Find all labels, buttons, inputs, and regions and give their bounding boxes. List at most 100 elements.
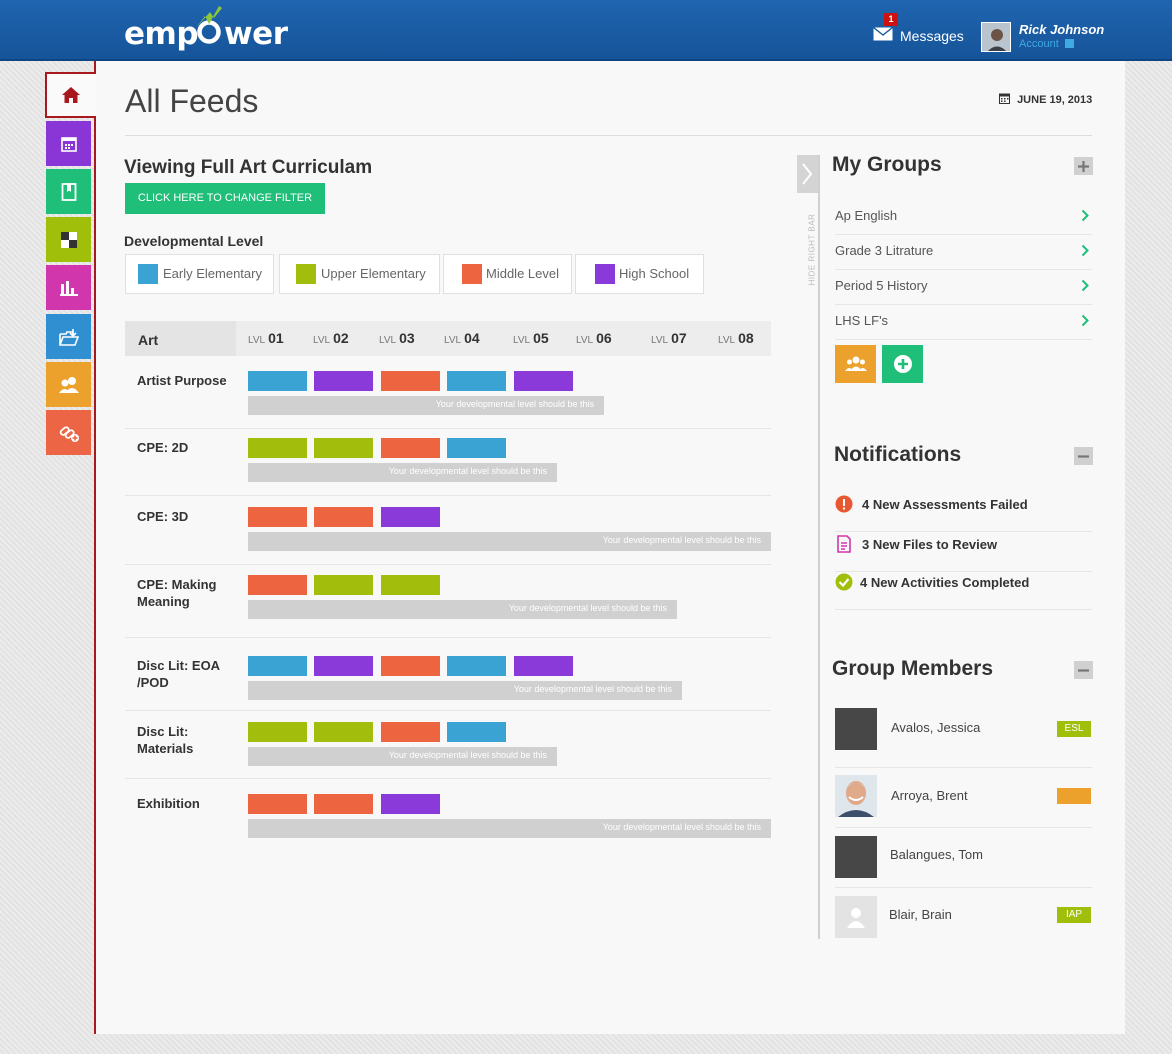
row-label: Disc Lit: EOA /POD bbox=[137, 658, 220, 690]
viewing-title: Viewing Full Art Curriculam bbox=[124, 157, 373, 178]
legend-high-school[interactable]: High School bbox=[575, 254, 704, 294]
level-bar[interactable] bbox=[248, 722, 307, 742]
level-bar[interactable] bbox=[248, 794, 307, 814]
user-avatar[interactable] bbox=[981, 22, 1011, 52]
top-header: emp wer 1 Messages Rick Johnson Account bbox=[0, 0, 1172, 61]
legend-label: High School bbox=[619, 266, 690, 281]
level-header: LVL 08 bbox=[718, 330, 754, 348]
level-header: LVL 05 bbox=[513, 330, 549, 348]
notification-item[interactable]: 4 New Assessments Failed bbox=[835, 494, 1092, 532]
nav-checker[interactable] bbox=[46, 217, 91, 262]
level-bar[interactable] bbox=[314, 507, 373, 527]
level-bar[interactable] bbox=[447, 438, 506, 458]
date-display: JUNE 19, 2013 bbox=[999, 93, 1092, 106]
level-bar[interactable] bbox=[381, 656, 440, 676]
collapse-members-button[interactable] bbox=[1074, 661, 1093, 679]
row-divider bbox=[125, 778, 771, 779]
notification-text: 3 New Files to Review bbox=[862, 537, 998, 552]
level-bar[interactable] bbox=[381, 507, 440, 527]
level-bar[interactable] bbox=[314, 575, 373, 595]
developmental-level-bar: Your developmental level should be this bbox=[248, 532, 771, 551]
level-bar[interactable] bbox=[314, 794, 373, 814]
legend-upper-elementary[interactable]: Upper Elementary bbox=[279, 254, 440, 294]
nav-reports[interactable] bbox=[46, 265, 91, 310]
level-prefix: LVL bbox=[576, 335, 594, 346]
group-members-button[interactable] bbox=[835, 345, 876, 383]
level-bar[interactable] bbox=[447, 722, 506, 742]
group-item[interactable]: Grade 3 Litrature bbox=[835, 235, 1092, 270]
nav-bookmark[interactable] bbox=[46, 169, 91, 214]
level-prefix: LVL bbox=[444, 335, 462, 346]
collapse-notifications-button[interactable] bbox=[1074, 447, 1093, 465]
nav-files[interactable] bbox=[46, 314, 91, 359]
level-bar[interactable] bbox=[381, 722, 440, 742]
level-prefix: LVL bbox=[718, 335, 736, 346]
notification-text: 4 New Assessments Failed bbox=[862, 497, 1028, 512]
empower-logo[interactable]: emp wer bbox=[124, 6, 288, 52]
link-add-icon bbox=[59, 425, 79, 442]
group-item[interactable]: LHS LF's bbox=[835, 305, 1092, 340]
level-bar[interactable] bbox=[248, 575, 307, 595]
nav-calendar[interactable] bbox=[46, 121, 91, 166]
level-bar[interactable] bbox=[381, 438, 440, 458]
title-divider bbox=[125, 135, 1092, 136]
level-bar[interactable] bbox=[314, 722, 373, 742]
level-bar[interactable] bbox=[314, 656, 373, 676]
level-bar[interactable] bbox=[514, 371, 573, 391]
logo-bolt-icon bbox=[196, 6, 222, 44]
group-item[interactable]: Period 5 History bbox=[835, 270, 1092, 305]
alert-icon bbox=[835, 495, 853, 513]
hide-right-bar[interactable]: HIDE RIGHT BAR bbox=[797, 155, 821, 939]
member-row[interactable]: Balangues, Tom bbox=[835, 828, 1092, 888]
level-bar[interactable] bbox=[447, 371, 506, 391]
messages-label: Messages bbox=[900, 28, 964, 44]
check-icon bbox=[835, 573, 853, 591]
level-bar[interactable] bbox=[381, 794, 440, 814]
add-group-button[interactable] bbox=[1074, 157, 1093, 175]
level-bar[interactable] bbox=[248, 371, 307, 391]
legend-early-elementary[interactable]: Early Elementary bbox=[125, 254, 274, 294]
user-photo-icon bbox=[982, 23, 1010, 51]
row-divider bbox=[125, 495, 771, 496]
level-bar[interactable] bbox=[314, 438, 373, 458]
member-row[interactable]: Blair, Brain IAP bbox=[835, 888, 1092, 940]
level-number: 02 bbox=[333, 330, 349, 346]
change-filter-button[interactable]: CLICK HERE TO CHANGE FILTER bbox=[125, 183, 325, 214]
group-label: Ap English bbox=[835, 208, 898, 223]
member-avatar bbox=[835, 775, 877, 817]
account-label: Account bbox=[1019, 38, 1059, 50]
level-header: LVL 04 bbox=[444, 330, 480, 348]
level-prefix: LVL bbox=[313, 335, 331, 346]
chevron-right-icon bbox=[1081, 279, 1089, 292]
legend-middle-level[interactable]: Middle Level bbox=[443, 254, 572, 294]
level-bar[interactable] bbox=[447, 656, 506, 676]
nav-home[interactable] bbox=[45, 72, 96, 118]
row-label: CPE: 3D bbox=[137, 509, 189, 524]
chevron-right-icon bbox=[1081, 314, 1089, 327]
hide-bar-tab[interactable] bbox=[797, 155, 820, 193]
plus-icon bbox=[1078, 160, 1089, 172]
level-bar[interactable] bbox=[514, 656, 573, 676]
level-bar[interactable] bbox=[314, 371, 373, 391]
member-row[interactable]: Arroya, Brent bbox=[835, 768, 1092, 828]
user-name[interactable]: Rick Johnson bbox=[1019, 22, 1105, 37]
level-bar[interactable] bbox=[248, 656, 307, 676]
nav-users[interactable] bbox=[46, 362, 91, 407]
developmental-level-bar: Your developmental level should be this bbox=[248, 681, 682, 700]
sidebar-divider bbox=[818, 155, 820, 939]
nav-link-add[interactable] bbox=[46, 410, 91, 455]
notification-item[interactable]: 3 New Files to Review bbox=[835, 534, 1092, 572]
group-item[interactable]: Ap English bbox=[835, 200, 1092, 235]
level-bar[interactable] bbox=[248, 507, 307, 527]
level-bar[interactable] bbox=[381, 575, 440, 595]
group-icon bbox=[844, 356, 867, 371]
account-menu[interactable]: Account bbox=[1019, 38, 1074, 50]
member-avatar bbox=[835, 708, 877, 750]
page-title: All Feeds bbox=[125, 83, 259, 119]
member-row[interactable]: Avalos, Jessica ESL bbox=[835, 700, 1092, 768]
level-bar[interactable] bbox=[248, 438, 307, 458]
member-photo-icon bbox=[835, 775, 877, 817]
level-bar[interactable] bbox=[381, 371, 440, 391]
notification-item[interactable]: 4 New Activities Completed bbox=[835, 572, 1092, 610]
add-button[interactable] bbox=[882, 345, 923, 383]
